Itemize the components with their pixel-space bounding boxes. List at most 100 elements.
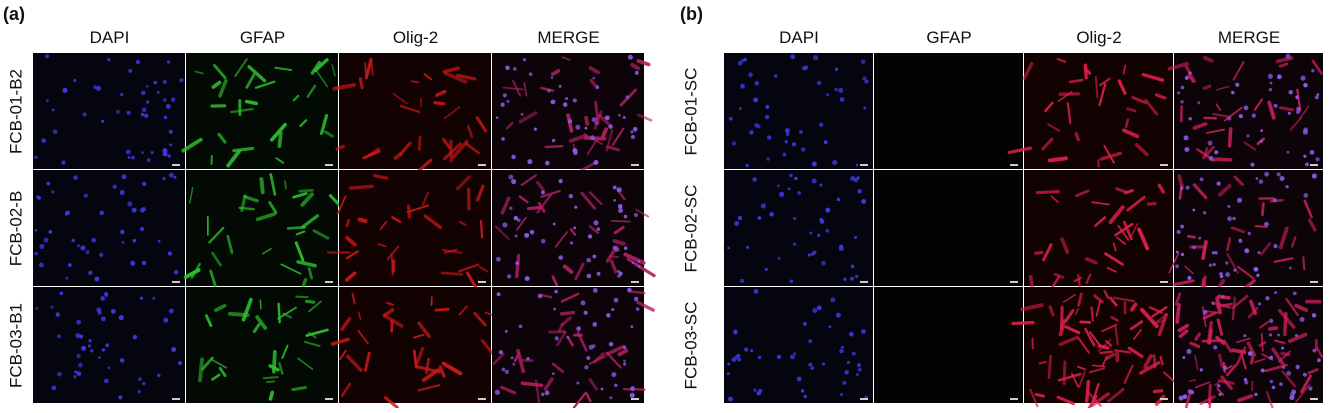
cell-process <box>1126 120 1128 127</box>
micrograph <box>724 170 873 286</box>
nucleus <box>856 164 859 167</box>
nucleus <box>740 279 744 283</box>
nucleus <box>812 179 817 184</box>
nucleus <box>1264 172 1269 177</box>
nucleus <box>799 130 803 134</box>
nucleus <box>511 179 516 184</box>
nucleus <box>1180 225 1184 229</box>
nucleus <box>592 322 597 327</box>
nucleus <box>1248 351 1253 356</box>
nucleus <box>1274 291 1277 294</box>
nucleus <box>569 194 573 198</box>
cell-process <box>1154 391 1161 392</box>
cell-process <box>1062 307 1063 328</box>
nucleus <box>627 288 632 293</box>
cell-process <box>1252 356 1253 362</box>
nucleus <box>801 147 806 152</box>
cell-process <box>279 133 280 146</box>
nucleus <box>553 223 556 226</box>
micrograph <box>492 53 651 170</box>
nucleus <box>1209 264 1212 267</box>
cell-process <box>629 291 644 293</box>
nucleus <box>1303 193 1308 198</box>
nucleus <box>1180 187 1183 190</box>
nucleus <box>825 208 830 213</box>
nucleus <box>169 173 174 178</box>
nucleus <box>633 127 638 132</box>
micrograph <box>874 170 1023 286</box>
nucleus <box>863 107 866 110</box>
nucleus <box>558 255 563 260</box>
cell-process <box>293 387 306 389</box>
nucleus <box>851 265 855 269</box>
nucleus <box>102 348 105 351</box>
nucleus <box>1182 356 1185 359</box>
nucleus <box>1269 319 1273 323</box>
nucleus <box>585 127 588 130</box>
nucleus <box>169 130 173 134</box>
nucleus <box>632 261 635 264</box>
scale-bar <box>1160 398 1168 400</box>
nucleus <box>496 116 499 119</box>
nucleus <box>1312 313 1316 317</box>
nucleus <box>163 98 166 101</box>
cell-process <box>260 300 261 308</box>
nucleus <box>169 143 172 146</box>
nucleus <box>793 243 796 246</box>
nucleus <box>90 349 93 352</box>
nucleus <box>74 370 77 373</box>
nucleus <box>73 375 76 378</box>
nucleus <box>797 191 801 195</box>
nucleus <box>611 308 614 311</box>
cell-process <box>350 186 372 188</box>
nucleus <box>501 137 505 141</box>
nucleus <box>861 329 866 334</box>
nucleus <box>811 252 815 256</box>
cell-process <box>247 102 257 104</box>
nucleus <box>82 112 86 116</box>
nucleus <box>505 330 508 333</box>
cell-process <box>1281 108 1293 110</box>
nucleus <box>785 128 790 133</box>
nucleus <box>1198 237 1201 240</box>
cell-process <box>1154 356 1155 367</box>
nucleus <box>1254 393 1258 397</box>
nucleus <box>1244 105 1249 110</box>
nucleus <box>162 177 165 180</box>
nucleus <box>65 210 70 215</box>
nucleus <box>857 363 861 367</box>
row-label: FCB-01-B2 <box>6 69 25 154</box>
cell-process <box>1203 340 1221 341</box>
nucleus <box>131 156 135 160</box>
nucleus <box>624 246 628 250</box>
nucleus <box>61 161 65 165</box>
nucleus <box>525 276 530 281</box>
nucleus <box>93 85 97 89</box>
nucleus <box>817 81 821 85</box>
cell-process <box>546 146 562 147</box>
nucleus <box>538 294 543 299</box>
nucleus <box>521 113 524 116</box>
nucleus <box>737 358 741 362</box>
scale-bar <box>860 398 868 400</box>
nucleus <box>174 270 179 275</box>
micrograph <box>186 287 338 403</box>
nucleus <box>1221 295 1224 298</box>
nucleus <box>84 194 88 198</box>
cell-process <box>1085 65 1086 78</box>
nucleus <box>1243 334 1246 337</box>
nucleus <box>849 332 854 337</box>
nucleus <box>495 390 500 395</box>
nucleus <box>99 211 104 216</box>
nucleus <box>727 363 730 366</box>
nucleus <box>171 347 176 352</box>
row-label: FCB-02-SC <box>681 185 700 273</box>
micrograph-background <box>339 287 491 403</box>
nucleus <box>1289 267 1292 270</box>
nucleus <box>1246 134 1249 137</box>
nucleus <box>1269 356 1273 360</box>
nucleus <box>513 67 517 71</box>
micrograph <box>186 170 344 294</box>
nucleus <box>142 382 146 386</box>
panel-label: (a) <box>3 4 25 24</box>
